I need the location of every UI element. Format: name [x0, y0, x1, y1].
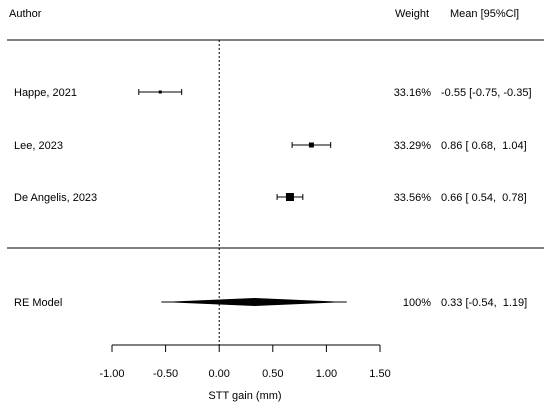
model-weight: 100% [403, 297, 431, 309]
x-tick-label: -1.00 [99, 368, 124, 380]
model-row: RE Model 100% 0.33 [-0.54, 1.19] [14, 297, 527, 309]
study-point [308, 142, 314, 148]
x-tick-label: -0.50 [153, 368, 178, 380]
study-ci-text: 0.86 [ 0.68, 1.04] [441, 140, 527, 152]
study-row: Happe, 2021 33.16% -0.55 [-0.75, -0.35] [14, 87, 532, 99]
study-weight: 33.56% [394, 192, 432, 204]
header-weight: Weight [395, 8, 429, 20]
study-ci-text: -0.55 [-0.75, -0.35] [441, 87, 532, 99]
model-diamond [161, 298, 347, 306]
study-weight: 33.29% [394, 140, 432, 152]
study-row: De Angelis, 2023 33.56% 0.66 [ 0.54, 0.7… [14, 192, 527, 204]
study-author: Lee, 2023 [14, 140, 63, 152]
model-label: RE Model [14, 297, 62, 309]
study-author: De Angelis, 2023 [14, 192, 97, 204]
study-row: Lee, 2023 33.29% 0.86 [ 0.68, 1.04] [14, 140, 527, 152]
study-weight: 33.16% [394, 87, 432, 99]
x-tick-label: 0.00 [208, 368, 229, 380]
header-ci: Mean [95%Cl] [450, 8, 519, 20]
model-ci-text: 0.33 [-0.54, 1.19] [441, 297, 527, 309]
x-tick-label: 1.00 [316, 368, 337, 380]
study-point [285, 193, 294, 201]
study-point [158, 90, 162, 94]
x-tick-label: 1.50 [369, 368, 390, 380]
study-author: Happe, 2021 [14, 87, 77, 99]
x-axis: -1.00 -0.50 0.00 0.50 1.00 1.50 [99, 344, 391, 380]
x-tick-label: 0.50 [262, 368, 283, 380]
x-axis-label: STT gain (mm) [208, 390, 281, 402]
header-author: Author [9, 8, 42, 20]
study-ci-text: 0.66 [ 0.54, 0.78] [441, 192, 527, 204]
